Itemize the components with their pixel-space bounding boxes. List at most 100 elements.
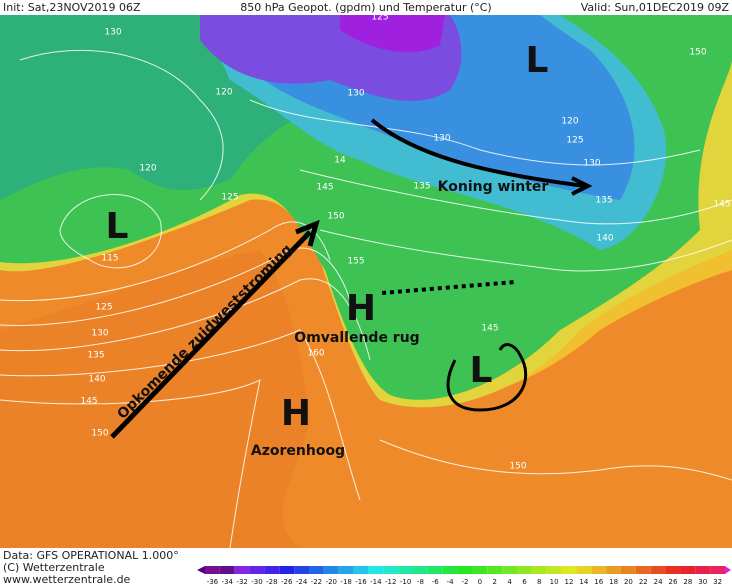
scale-swatch [635,566,651,574]
scale-label: -26 [281,578,293,586]
isoline-label: 135 [87,351,104,361]
scale-swatch [264,566,280,574]
isoline-label: 135 [413,182,430,192]
isoline-label: 125 [371,13,388,23]
scale-label: -30 [251,578,262,586]
isoline [299,169,732,225]
isoline-label: 130 [104,28,121,38]
isoline-label: 140 [596,234,613,244]
scale-label: -34 [222,578,234,586]
scale-swatch [398,566,413,574]
scale-label: -10 [400,578,411,586]
scale-label: -2 [462,578,469,586]
scale-swatch [338,566,354,574]
isoline-label: 115 [101,254,118,264]
isoline-label: 150 [91,429,108,439]
scale-label: -14 [370,578,382,586]
arrowhead [571,176,593,196]
pressure-letter: L [526,40,549,81]
scale-swatch [234,566,250,574]
scale-label: 6 [522,578,527,586]
scale-label: -6 [432,578,440,586]
scale-swatch [502,566,517,574]
isoline [19,49,224,201]
arrowhead [295,219,320,247]
init: Init: Sat,23NOV2019 06Z [3,1,141,14]
scale-label: 26 [669,578,678,586]
scale-swatch [606,566,621,574]
footer-data: Data: GFS OPERATIONAL 1.000° [3,549,179,562]
header-bar [0,0,732,15]
scale-label: -4 [447,578,455,586]
scale-label: 12 [565,578,574,586]
isoline-label: 150 [509,462,526,472]
scale-swatch [665,566,681,574]
scale-label: -20 [326,578,337,586]
isoline-label: 120 [561,117,578,127]
scale-label: 0 [478,578,482,586]
isoline [249,99,701,166]
scale-swatch [457,566,473,574]
orange-core [0,250,310,548]
scale-label: -24 [296,578,308,586]
scale-label: 24 [654,578,663,586]
scale-label: -12 [385,578,396,586]
isoline-label: 150 [327,212,344,222]
isoline [0,329,361,501]
scale-swatch [695,566,711,574]
scale-swatch [383,566,399,574]
scale-swatch [279,566,295,574]
scale-swatch [621,566,636,574]
scale-swatch [591,566,607,574]
isoline-label: 150 [689,48,706,58]
scale-swatch [353,566,369,574]
scale-label: -16 [355,578,367,586]
isoline-label: 125 [566,136,583,146]
violet-field [340,15,445,53]
pressure-letter: H [281,393,311,434]
scale-label: -8 [417,578,424,586]
scale-swatch [442,566,458,574]
scale-label: -32 [236,578,247,586]
scale-label: 18 [609,578,618,586]
pressure-letter: L [106,206,129,247]
isoline [0,278,371,361]
title: 850 hPa Geopot. (gpdm) und Temperatur (°… [240,1,491,14]
isoline-label: 145 [316,183,333,193]
isoline-label: 125 [95,303,112,313]
scale-swatch [680,566,696,574]
isoline [319,229,732,272]
color-scale: -36 -34 -32 -30 -28 -26 -24 -22 -20 -18 -16 -14 -12-… [197,566,731,586]
scale-label: 20 [624,578,633,586]
scale-label: 2 [492,578,496,586]
arrow [110,230,312,439]
scale-swatch [368,566,384,574]
isoline-label: 120 [139,164,156,174]
scale-label: 14 [579,578,588,586]
annotation: Koning winter [438,179,549,195]
scale-swatch [249,566,265,574]
isoline [59,194,162,269]
isoline-label: 130 [91,329,108,339]
scale-swatch [487,566,503,574]
scale-label: 28 [683,578,692,586]
scale-swatch [531,566,547,574]
scale-swatch [219,566,235,574]
scale-swatch [205,566,220,574]
isoline-label: 135 [595,196,612,206]
valid: Valid: Sun,01DEC2019 09Z [581,1,730,14]
scale-swatch [309,566,324,574]
annotation: Azorenhoog [251,443,345,459]
isoline-label: 155 [347,257,364,267]
scale-swatch [294,566,309,574]
scale-swatch [472,566,488,574]
scale-swatch [576,566,592,574]
isoline-label: 14 [334,156,346,166]
scale-label: 22 [639,578,648,586]
scale-label: 30 [698,578,707,586]
scale-swatch [650,566,666,574]
scale-label: 32 [713,578,722,586]
isoline-label: 130 [347,89,364,99]
scale-label: -36 [207,578,219,586]
